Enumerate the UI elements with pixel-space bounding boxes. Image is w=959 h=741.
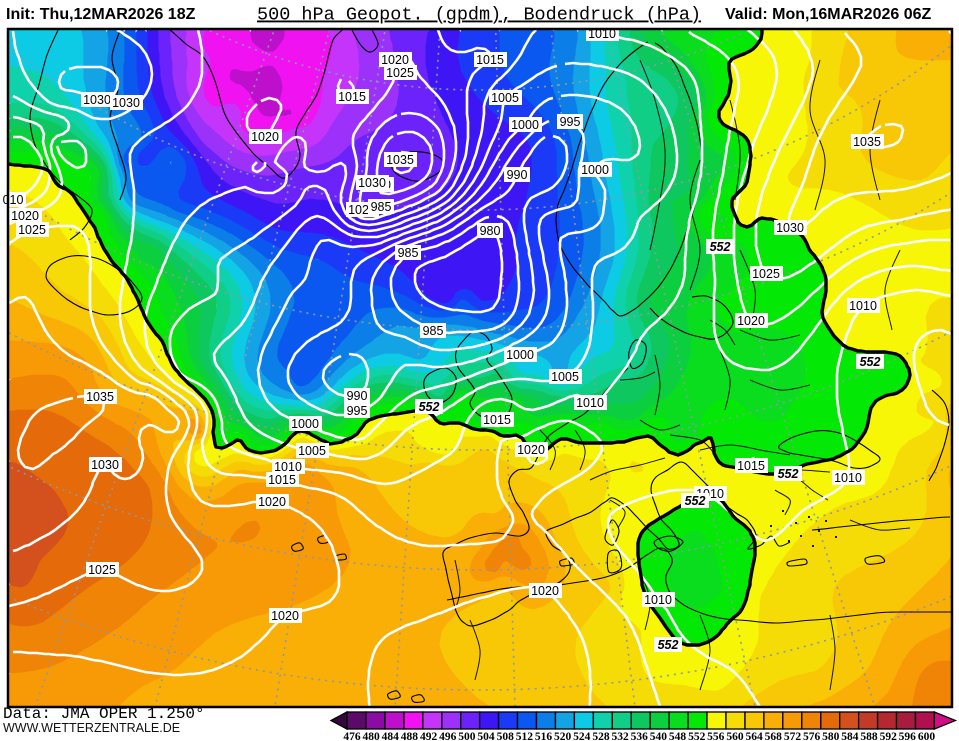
svg-text:1015: 1015 (268, 473, 296, 487)
svg-text:512: 512 (516, 731, 534, 741)
svg-text:990: 990 (507, 168, 528, 182)
svg-text:596: 596 (899, 731, 917, 741)
svg-text:1030: 1030 (83, 93, 111, 107)
svg-text:1005: 1005 (298, 444, 326, 458)
svg-text:548: 548 (669, 731, 687, 741)
svg-text:528: 528 (592, 731, 610, 741)
svg-text:Data: JMA OPER 1.250°: Data: JMA OPER 1.250° (3, 705, 205, 723)
svg-text:1015: 1015 (338, 90, 366, 104)
svg-text:1010: 1010 (576, 396, 604, 410)
svg-text:990: 990 (347, 389, 368, 403)
svg-text:520: 520 (554, 731, 572, 741)
svg-text:588: 588 (860, 731, 878, 741)
svg-text:985: 985 (398, 246, 419, 260)
svg-text:516: 516 (535, 731, 553, 741)
svg-text:1025: 1025 (386, 66, 414, 80)
svg-text:584: 584 (841, 731, 859, 741)
svg-text:1000: 1000 (511, 118, 539, 132)
svg-text:1010: 1010 (849, 299, 877, 313)
svg-text:1030: 1030 (358, 176, 386, 190)
svg-text:540: 540 (650, 731, 668, 741)
svg-text:Valid: Mon,16MAR2026 06Z: Valid: Mon,16MAR2026 06Z (725, 6, 932, 23)
svg-text:552: 552 (860, 355, 881, 369)
svg-text:576: 576 (803, 731, 821, 741)
svg-text:1020: 1020 (381, 53, 409, 67)
svg-text:500: 500 (458, 731, 476, 741)
svg-text:1020: 1020 (271, 609, 299, 623)
svg-text:552: 552 (710, 240, 731, 254)
svg-text:985: 985 (371, 200, 392, 214)
svg-text:995: 995 (560, 115, 581, 129)
svg-text:010: 010 (3, 193, 24, 207)
svg-text:600: 600 (918, 731, 936, 741)
svg-text:568: 568 (765, 731, 783, 741)
svg-text:492: 492 (420, 731, 438, 741)
svg-text:1015: 1015 (476, 53, 504, 67)
svg-text:1020: 1020 (258, 495, 286, 509)
svg-text:980: 980 (480, 224, 501, 238)
svg-text:1030: 1030 (91, 458, 119, 472)
svg-text:564: 564 (745, 731, 763, 741)
svg-text:508: 508 (497, 731, 515, 741)
svg-text:WWW.WETTERZENTRALE.DE: WWW.WETTERZENTRALE.DE (3, 721, 180, 735)
svg-text:484: 484 (382, 731, 400, 741)
svg-text:995: 995 (347, 404, 368, 418)
svg-text:536: 536 (631, 731, 649, 741)
svg-text:504: 504 (477, 731, 495, 741)
svg-text:1030: 1030 (112, 96, 140, 110)
svg-text:1035: 1035 (86, 390, 114, 404)
svg-text:1010: 1010 (588, 27, 616, 41)
svg-text:552: 552 (685, 494, 706, 508)
svg-text:552: 552 (778, 467, 799, 481)
svg-text:1035: 1035 (386, 153, 414, 167)
svg-text:1020: 1020 (737, 314, 765, 328)
svg-text:488: 488 (401, 731, 419, 741)
svg-text:1025: 1025 (752, 267, 780, 281)
svg-text:1000: 1000 (506, 348, 534, 362)
svg-text:524: 524 (573, 731, 591, 741)
svg-text:1020: 1020 (251, 130, 279, 144)
svg-text:552: 552 (688, 731, 706, 741)
svg-text:1010: 1010 (274, 460, 302, 474)
svg-text:1035: 1035 (853, 135, 881, 149)
svg-text:1020: 1020 (11, 209, 39, 223)
svg-text:476: 476 (343, 731, 361, 741)
svg-text:1020: 1020 (517, 443, 545, 457)
svg-text:592: 592 (880, 731, 898, 741)
svg-text:1030: 1030 (776, 221, 804, 235)
svg-text:985: 985 (423, 324, 444, 338)
svg-text:1025: 1025 (88, 563, 116, 577)
svg-text:1000: 1000 (291, 417, 319, 431)
svg-text:1000: 1000 (581, 163, 609, 177)
svg-text:480: 480 (362, 731, 380, 741)
svg-text:Init: Thu,12MAR2026 18Z: Init: Thu,12MAR2026 18Z (6, 6, 196, 23)
svg-text:552: 552 (658, 638, 679, 652)
svg-text:500 hPa Geopot. (gpdm), Bodend: 500 hPa Geopot. (gpdm), Bodendruck (hPa) (257, 5, 701, 26)
svg-text:1025: 1025 (18, 223, 46, 237)
svg-text:1005: 1005 (551, 370, 579, 384)
svg-text:556: 556 (707, 731, 725, 741)
svg-text:580: 580 (822, 731, 840, 741)
svg-text:1005: 1005 (491, 91, 519, 105)
svg-text:552: 552 (419, 400, 440, 414)
svg-text:1010: 1010 (644, 593, 672, 607)
svg-text:1020: 1020 (531, 584, 559, 598)
svg-text:496: 496 (439, 731, 457, 741)
svg-text:1015: 1015 (737, 459, 765, 473)
svg-text:1010: 1010 (834, 471, 862, 485)
svg-text:572: 572 (784, 731, 802, 741)
svg-text:560: 560 (726, 731, 744, 741)
svg-text:532: 532 (611, 731, 629, 741)
svg-text:1015: 1015 (483, 413, 511, 427)
